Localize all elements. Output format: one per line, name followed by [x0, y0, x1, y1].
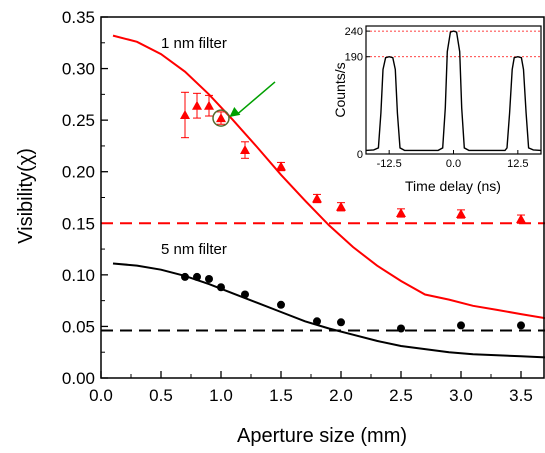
x-tick-label: 0.0 — [89, 386, 113, 405]
inset-frame — [365, 25, 542, 155]
inset-y-tick-label: 240 — [345, 26, 363, 38]
x-tick-label: 3.5 — [509, 386, 533, 405]
x-tick-label: 0.5 — [149, 386, 173, 405]
inset-background — [366, 26, 541, 154]
main-data-points — [180, 81, 526, 333]
inset-plot: -12.5 0.0 12.5 0 190 240 Time delay (ns) Coun… — [332, 25, 542, 194]
x-tick-label: 3.0 — [449, 386, 473, 405]
data-point-triangle — [516, 214, 526, 224]
data-point-triangle — [180, 109, 190, 119]
data-point-triangle — [216, 113, 226, 123]
data-point-circle — [457, 321, 465, 330]
data-point-triangle — [204, 100, 214, 110]
annotation-5nm-filter: 5 nm filter — [161, 241, 227, 258]
y-tick-label: 0.25 — [62, 111, 95, 130]
inset-x-tick-label: -12.5 — [377, 158, 402, 170]
arrow-head — [229, 106, 241, 118]
y-tick-label: 0.20 — [62, 163, 95, 182]
inset-x-title: Time delay (ns) — [405, 178, 501, 194]
data-point-circle — [217, 283, 225, 292]
data-point-triangle — [396, 207, 406, 217]
inset-y-tick-label: 190 — [345, 52, 363, 64]
y-tick-label: 0.15 — [62, 214, 95, 233]
data-point-triangle — [456, 209, 466, 219]
data-point-circle — [205, 274, 213, 283]
data-point-triangle — [276, 161, 286, 171]
inset-series-line — [365, 30, 542, 152]
main-plot-frame — [100, 16, 545, 379]
arrow-shaft — [236, 81, 276, 115]
data-point-circle — [193, 272, 201, 281]
annotation-1nm-filter: 1 nm filter — [161, 35, 227, 52]
inset-y-tick-label: 0 — [357, 149, 363, 161]
x-tick-label: 1.0 — [209, 386, 233, 405]
data-point-triangle — [240, 145, 250, 155]
data-point-circle — [517, 321, 525, 330]
y-tick-label: 0.30 — [62, 60, 95, 79]
data-point-triangle — [312, 193, 322, 203]
fit-curve-3 — [112, 262, 545, 359]
data-point-circle — [241, 290, 249, 299]
data-point-circle — [181, 272, 189, 281]
y-tick-label: 0.10 — [62, 266, 95, 285]
y-axis-title: Visibility(χ) — [15, 148, 37, 244]
y-tick-label: 0.00 — [62, 369, 95, 388]
main-axis-ticks: 0.0 0.5 1.0 1.5 2.0 2.5 3.0 3.50.000.050.100.15… — [62, 8, 533, 405]
data-point-circle — [277, 300, 285, 309]
y-tick-label: 0.35 — [62, 8, 95, 27]
inset-x-tick-label: 0.0 — [446, 158, 461, 170]
inset-x-tick-label: 12.5 — [507, 158, 528, 170]
y-tick-label: 0.05 — [62, 317, 95, 336]
data-point-circle — [397, 324, 405, 333]
inset-content: -12.5 0.0 12.5 0 190 240 — [345, 26, 542, 170]
highlight-circle — [212, 109, 230, 127]
data-point-circle — [337, 318, 345, 327]
data-point-triangle — [192, 100, 202, 110]
x-tick-label: 2.5 — [389, 386, 413, 405]
x-axis-title: Aperture size (mm) — [237, 425, 407, 447]
data-point-triangle — [336, 201, 346, 211]
main-plot: 0.0 0.5 1.0 1.5 2.0 2.5 3.0 3.50.000.050.100.15… — [15, 8, 545, 447]
data-point-circle — [313, 317, 321, 326]
x-tick-label: 2.0 — [329, 386, 353, 405]
fit-curve-2 — [112, 34, 545, 320]
x-tick-label: 1.5 — [269, 386, 293, 405]
inset-y-title: Counts/s — [332, 62, 348, 117]
